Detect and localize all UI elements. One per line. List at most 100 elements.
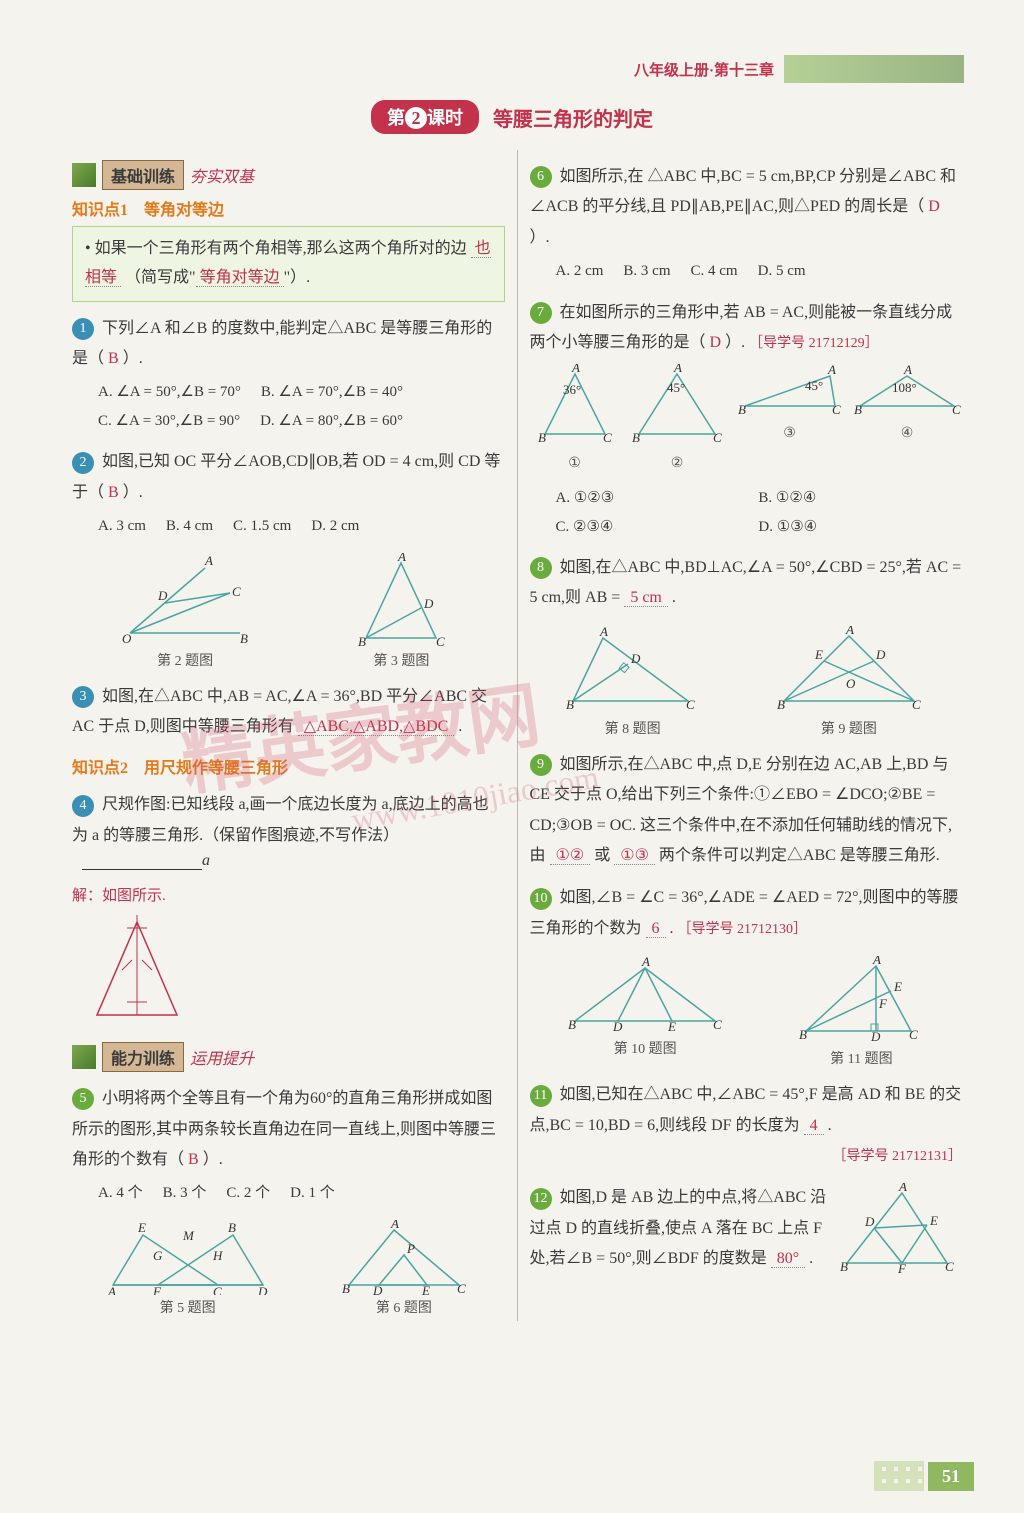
diagram-q4 [72, 910, 505, 1030]
line-a [82, 869, 202, 870]
svg-text:E: E [929, 1213, 938, 1228]
svg-text:D: D [630, 651, 641, 666]
question-11: 11 如图,已知在△ABC 中,∠ABC = 45°,F 是高 AD 和 BE … [530, 1080, 963, 1171]
triangle-3: A 45° B C ③ [735, 364, 845, 478]
qnum-4: 4 [72, 795, 94, 817]
svg-text:C: C [832, 402, 841, 417]
qnum-12: 12 [530, 1188, 552, 1210]
section-basic-label: 基础训练 [102, 160, 184, 190]
svg-text:F: F [897, 1261, 907, 1276]
svg-text:B: B [358, 634, 366, 648]
q5-choices: A. 4 个 B. 3 个 C. 2 个 D. 1 个 [98, 1179, 505, 1208]
svg-text:E: E [814, 647, 823, 662]
svg-text:45°: 45° [805, 378, 823, 393]
question-5: 5 小明将两个全等且有一个角为60°的直角三角形拼成如图所示的图形,其中两条较长… [72, 1084, 505, 1208]
svg-text:108°: 108° [892, 380, 917, 395]
svg-text:B: B [799, 1027, 807, 1042]
svg-text:D: D [612, 1019, 623, 1034]
svg-text:C: C [909, 1027, 918, 1042]
svg-text:C: C [457, 1281, 466, 1295]
svg-text:C: C [945, 1259, 954, 1274]
svg-text:F: F [152, 1284, 162, 1295]
svg-text:E: E [137, 1220, 146, 1235]
svg-text:O: O [846, 676, 856, 691]
svg-text:B: B [566, 697, 574, 712]
svg-text:B: B [777, 697, 785, 712]
svg-text:D: D [875, 647, 886, 662]
svg-text:E: E [667, 1019, 676, 1034]
svg-q4 [72, 910, 202, 1030]
svg-text:C: C [603, 430, 612, 445]
svg-text:B: B [840, 1259, 848, 1274]
svg-text:C: C [713, 430, 722, 445]
svg-text:A: A [397, 553, 406, 564]
svg-text:C: C [686, 697, 695, 712]
qnum-3: 3 [72, 686, 94, 708]
bullet-theorem: • 如果一个三角形有两个角相等,那么这两个角所对的边 也相等 （简写成"等角对等… [72, 226, 505, 302]
svg-text:C: C [952, 402, 961, 417]
section-basic-sub: 夯实双基 [190, 163, 254, 187]
question-7: 7 在如图所示的三角形中,若 AB = AC,则能被一条直线分成两个小等腰三角形… [530, 298, 963, 541]
svg-text:E: E [421, 1283, 430, 1295]
triangle-4: A 108° B C ④ [852, 364, 962, 478]
svg-text:B: B [240, 631, 248, 646]
page-header: 八年级上册·第十三章 [634, 55, 964, 83]
qnum-9: 9 [530, 754, 552, 776]
svg-text:F: F [878, 996, 888, 1011]
svg-text:D: D [257, 1284, 268, 1295]
svg-text:C: C [912, 697, 921, 712]
svg-text:C: C [213, 1284, 222, 1295]
svg-text:A: A [673, 364, 682, 375]
qnum-1: 1 [72, 318, 94, 340]
svg-text:C: C [232, 584, 241, 599]
lesson-title: 第2课时 等腰三角形的判定 [371, 100, 653, 134]
svg-text:A: A [641, 956, 650, 969]
page-number: 51 [928, 1462, 974, 1491]
question-6: 6 如图所示,在 △ABC 中,BC = 5 cm,BP,CP 分别是∠ABC … [530, 162, 963, 286]
lesson-badge: 第2课时 [371, 100, 479, 134]
diagram-q5: E M B G H A F C D 第 5 题图 [98, 1220, 278, 1317]
qnum-11: 11 [530, 1085, 552, 1107]
svg-text:A: A [107, 1284, 116, 1295]
q4-solution: 解：如图所示. [72, 882, 505, 911]
svg-text:A: A [390, 1220, 399, 1231]
diagram-q6: A P B D E C 第 6 题图 [329, 1220, 479, 1317]
qnum-2: 2 [72, 452, 94, 474]
svg-q6: A P B D E C [329, 1220, 479, 1295]
svg-text:M: M [182, 1228, 195, 1243]
svg-text:A: A [204, 553, 213, 568]
svg-text:A: A [571, 364, 580, 375]
diagram-q3: A D B C 第 3 题图 [336, 553, 466, 670]
svg-text:45°: 45° [667, 380, 685, 395]
diagrams-q8-q9: A D B C 第 8 题图 A E D O B C [530, 626, 963, 738]
diagram-q10: A B D E C 第 10 题图 [560, 956, 730, 1068]
question-8: 8 如图,在△ABC 中,BD⊥AC,∠A = 50°,∠CBD = 25°,若… [530, 553, 963, 614]
svg-text:A: A [599, 626, 608, 639]
svg-text:C: C [436, 634, 445, 648]
question-9: 9 如图所示,在△ABC 中,点 D,E 分别在边 AC,AB 上,BD 与 C… [530, 750, 963, 872]
diagram-q2: A D C O B 第 2 题图 [110, 553, 260, 670]
question-10: 10 如图,∠B = ∠C = 36°,∠ADE = ∠AED = 72°,则图… [530, 883, 963, 944]
q7-choices: A. ①②③ B. ①②④ C. ②③④ D. ①③④ [556, 484, 963, 541]
diagrams-q5-q6: E M B G H A F C D 第 5 题图 A P [72, 1220, 505, 1317]
q7-triangles: A 36° B C ① A 45° B C ② [530, 364, 963, 478]
svg-text:D: D [372, 1283, 383, 1295]
diagrams-q2-q3: A D C O B 第 2 题图 A D B C 第 3 题图 [72, 553, 505, 670]
content-columns: 基础训练 夯实双基 知识点1 等角对等边 • 如果一个三角形有两个角相等,那么这… [60, 150, 974, 1321]
book-icon [72, 163, 96, 187]
svg-text:B: B [342, 1281, 350, 1295]
question-2: 2 如图,已知 OC 平分∠AOB,CD∥OB,若 OD = 4 cm,则 CD… [72, 447, 505, 540]
qnum-5: 5 [72, 1088, 94, 1110]
svg-text:D: D [423, 596, 434, 611]
knowledge-point-2: 知识点2 用尺规作等腰三角形 [72, 754, 505, 778]
q1-choices: A. ∠A = 50°,∠B = 70° B. ∠A = 70°,∠B = 40… [98, 378, 505, 435]
svg-text:C: C [713, 1017, 722, 1032]
diagrams-q10-q11: A B D E C 第 10 题图 A E F B [530, 956, 963, 1068]
q2-choices: A. 3 cm B. 4 cm C. 1.5 cm D. 2 cm [98, 512, 505, 541]
svg-text:D: D [870, 1029, 881, 1044]
book-icon-2 [72, 1045, 96, 1069]
lesson-topic: 等腰三角形的判定 [493, 103, 653, 132]
svg-text:B: B [854, 402, 862, 417]
right-column: 6 如图所示,在 △ABC 中,BC = 5 cm,BP,CP 分别是∠ABC … [518, 150, 975, 1321]
svg-text:D: D [864, 1214, 875, 1229]
